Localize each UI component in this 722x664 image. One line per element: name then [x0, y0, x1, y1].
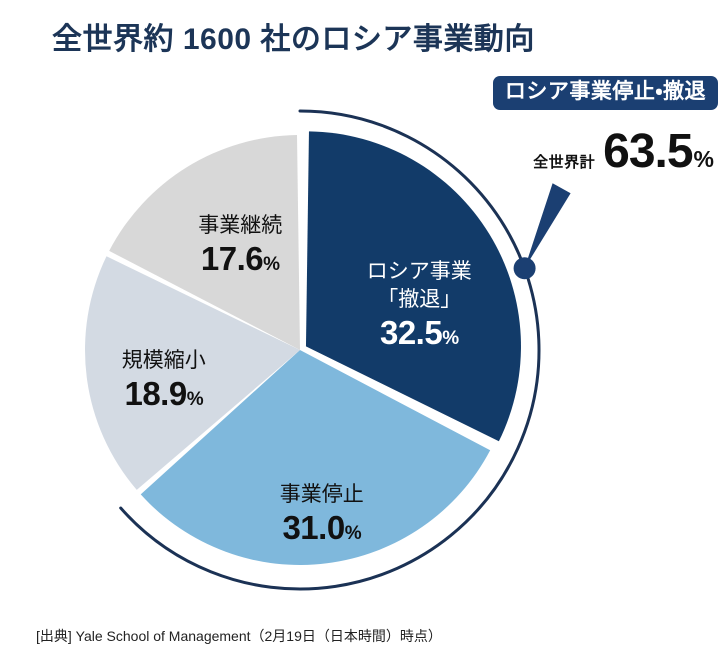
pie-chart: ロシア事業「撤退」 32.5% 事業停止 31.0% 規模縮小 18.9% 事業継続 17.6… [85, 109, 571, 591]
pie-slice-label: ロシア事業「撤退」 32.5% [367, 260, 472, 351]
pie-slice-value: 32.5% [380, 314, 459, 351]
pie-slice-value: 17.6% [201, 240, 280, 277]
pie-slice-label: 事業停止 31.0% [280, 483, 364, 546]
pie-slice[interactable] [85, 256, 300, 490]
status-badge-russia-suspend-withdraw: ロシア事業停止・撤退 [492, 76, 718, 110]
pie-slice-name: 「撤退」 [377, 288, 461, 311]
callout-total-label: 全世界計 [533, 154, 596, 171]
source-note: [出典] Yale School of Management（2月19日（日本時… [36, 628, 442, 644]
pie-slice-label: 規模縮小 18.9% [122, 349, 206, 412]
callout-total-value: 63.5 [603, 125, 693, 178]
highlight-dot-marker [513, 257, 536, 280]
pie-slice-value: 18.9% [124, 375, 203, 412]
pie-slice[interactable] [140, 350, 491, 565]
pie-slice-name: 事業停止 [280, 483, 364, 506]
pie-slice-layer [85, 131, 521, 565]
pie-slice[interactable] [109, 135, 300, 350]
callout-total-unit: % [693, 146, 714, 172]
page-title: 全世界約 1600 社のロシア事業動向 [52, 23, 535, 56]
pie-slice-name: 規模縮小 [122, 349, 206, 372]
pie-slice-value: 31.0% [282, 509, 361, 546]
pie-label-layer: ロシア事業「撤退」 32.5% 事業停止 31.0% 規模縮小 18.9% 事業継続 17.6… [122, 214, 472, 546]
pie-slice-name: ロシア事業 [367, 260, 472, 283]
callout-total: 全世界計 63.5 % [533, 128, 714, 176]
pie-slice[interactable] [305, 131, 521, 442]
callout-pointer-triangle [524, 183, 571, 269]
highlight-arc [119, 109, 541, 591]
pie-slice-label: 事業継続 17.6% [198, 214, 282, 277]
pie-slice-name: 事業継続 [198, 214, 282, 237]
